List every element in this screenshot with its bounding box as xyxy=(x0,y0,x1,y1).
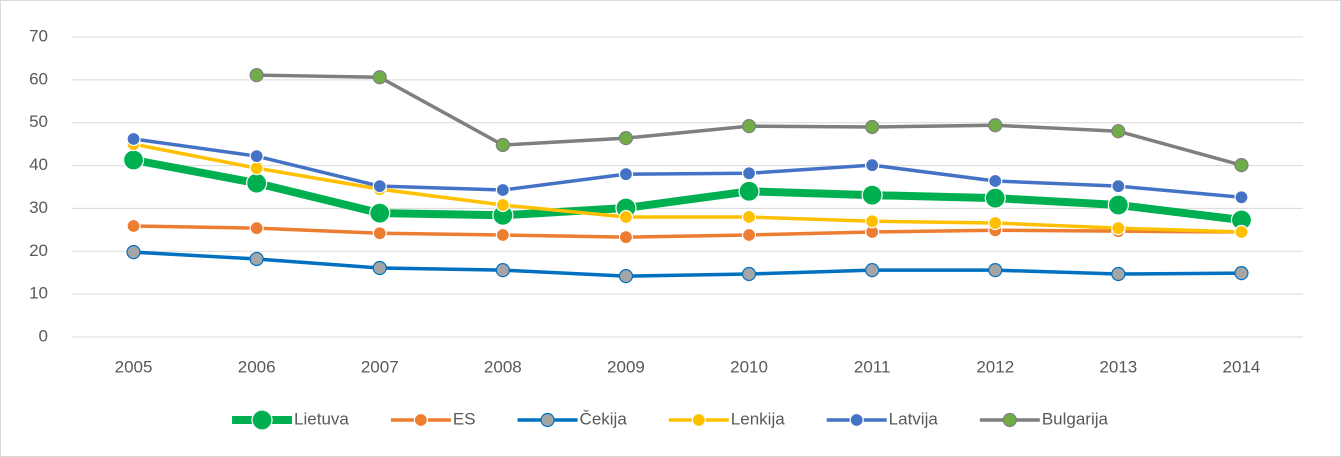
y-tick-label: 70 xyxy=(29,26,48,45)
data-point xyxy=(865,214,880,229)
x-tick-label: 2005 xyxy=(115,357,153,376)
x-tick-label: 2013 xyxy=(1099,357,1137,376)
data-point xyxy=(618,269,634,284)
series-line xyxy=(133,137,1242,200)
data-point xyxy=(1107,194,1129,216)
x-tick-label: 2008 xyxy=(484,357,522,376)
legend-marker xyxy=(1002,412,1017,428)
data-point xyxy=(618,167,634,182)
data-point xyxy=(372,70,387,85)
legend-label: Lietuva xyxy=(294,409,349,428)
legend-label: Bulgarija xyxy=(1042,409,1109,428)
data-point xyxy=(865,263,880,278)
data-point xyxy=(126,245,141,260)
data-point xyxy=(865,158,880,173)
legend-label: Čekija xyxy=(580,409,628,428)
data-point xyxy=(249,161,264,176)
data-point xyxy=(738,180,760,202)
data-point xyxy=(246,172,268,194)
data-point xyxy=(1111,221,1126,236)
data-point xyxy=(741,227,757,243)
legend-marker xyxy=(413,412,428,428)
y-tick-label: 20 xyxy=(29,241,48,260)
data-point xyxy=(1111,179,1126,194)
data-point xyxy=(988,118,1003,133)
data-point xyxy=(122,149,145,171)
data-point xyxy=(249,68,264,83)
y-tick-label: 50 xyxy=(29,112,48,131)
data-point xyxy=(495,137,510,153)
data-point xyxy=(741,209,757,225)
data-point xyxy=(126,218,141,234)
series-line xyxy=(133,142,1242,234)
series-line xyxy=(133,250,1242,278)
legend-marker xyxy=(691,412,706,428)
data-point xyxy=(741,266,757,282)
data-point xyxy=(1111,266,1126,282)
y-tick-label: 30 xyxy=(29,198,48,217)
legend-marker xyxy=(540,412,555,428)
x-tick-label: 2009 xyxy=(607,357,645,376)
x-tick-label: 2012 xyxy=(976,357,1014,376)
data-point xyxy=(249,221,264,236)
data-point xyxy=(618,209,634,225)
data-point xyxy=(495,263,510,278)
legend-label: Lenkija xyxy=(731,409,785,428)
x-tick-label: 2006 xyxy=(238,357,276,376)
data-point xyxy=(249,149,264,164)
legend: Lietuva ES Čekija Lenkija Latvija Bulgarija xyxy=(232,409,1109,431)
data-point xyxy=(618,131,634,146)
data-point xyxy=(618,230,634,245)
series-line xyxy=(133,224,1242,239)
series-line xyxy=(132,156,1242,224)
data-point xyxy=(865,119,880,135)
data-point xyxy=(1234,266,1249,281)
data-point xyxy=(988,263,1003,278)
y-tick-label: 60 xyxy=(29,69,48,88)
data-point xyxy=(1234,158,1249,173)
data-point xyxy=(988,173,1003,189)
data-point xyxy=(249,251,264,267)
data-point xyxy=(741,166,757,181)
data-point xyxy=(495,182,510,198)
data-point xyxy=(372,179,387,194)
data-point xyxy=(372,260,387,276)
data-point xyxy=(369,202,391,224)
data-point xyxy=(495,197,510,213)
x-tick-label: 2014 xyxy=(1223,357,1261,376)
y-tick-label: 0 xyxy=(39,326,48,345)
data-point xyxy=(861,184,883,206)
data-point xyxy=(126,131,141,147)
legend-label: ES xyxy=(453,409,476,428)
x-tick-label: 2007 xyxy=(361,357,399,376)
data-point xyxy=(495,227,510,243)
legend-label: Latvija xyxy=(889,409,939,428)
data-point xyxy=(984,187,1006,209)
data-point xyxy=(1234,224,1249,240)
data-point xyxy=(1111,124,1126,139)
data-point xyxy=(372,226,387,241)
x-tick-label: 2010 xyxy=(730,357,768,376)
y-tick-label: 40 xyxy=(29,155,48,174)
y-tick-label: 10 xyxy=(29,284,48,303)
legend-marker xyxy=(849,412,864,428)
x-tick-label: 2011 xyxy=(854,357,891,376)
data-point xyxy=(1234,190,1249,205)
data-point xyxy=(741,119,757,134)
legend-marker xyxy=(251,409,273,431)
data-point xyxy=(988,215,1003,231)
